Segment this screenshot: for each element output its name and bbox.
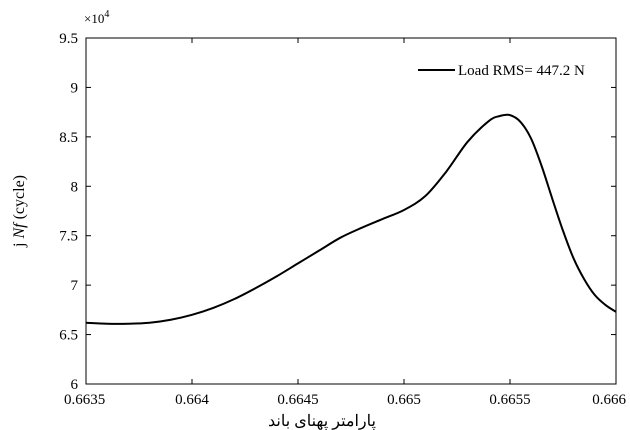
series-layer <box>85 113 617 325</box>
plot-frame <box>85 37 617 385</box>
y-tick-label: 7 <box>71 278 79 294</box>
x-axis: 0.6635 0.664 0.6645 0.665 0.6655 0.666 <box>64 38 627 408</box>
y-tick-label: 9.5 <box>59 31 78 47</box>
y-axis-label: j Nf (cycle) <box>11 175 28 248</box>
legend-label: Load RMS= 447.2 N <box>458 63 585 79</box>
y-tick-label: 9 <box>71 80 79 96</box>
x-tick-label: 0.666 <box>592 392 626 408</box>
y-tick-label: 6.5 <box>59 328 78 344</box>
x-tick-label: 0.6635 <box>64 392 105 408</box>
x-tick-label: 0.6655 <box>489 392 530 408</box>
legend: Load RMS= 447.2 N <box>418 63 585 79</box>
y-tick-label: 7.5 <box>59 229 78 245</box>
x-tick-label: 0.6645 <box>277 392 318 408</box>
x-tick-label: 0.665 <box>387 392 421 408</box>
y-tick-label: 8 <box>71 179 79 195</box>
y-axis: 6 6.5 7 7.5 8 8.5 9 9.5 <box>59 31 616 393</box>
x-tick-label: 0.664 <box>175 392 209 408</box>
y-tick-label: 6 <box>71 377 79 393</box>
y-multiplier: ×104 <box>84 9 109 26</box>
y-tick-label: 8.5 <box>59 130 78 146</box>
y-axis-label-group: j Nf (cycle) <box>11 175 28 248</box>
series-line <box>85 113 617 325</box>
x-axis-label: پارامتر پهنای باند <box>268 413 376 430</box>
